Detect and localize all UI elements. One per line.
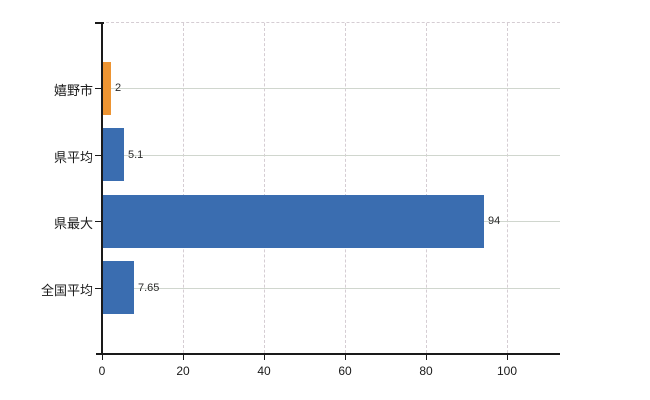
bar-value-label: 7.65 <box>138 281 160 294</box>
x-tick-mark <box>264 355 265 360</box>
category-gridline <box>103 154 560 156</box>
category-tick-mark <box>95 287 101 289</box>
plot-top-border <box>101 22 560 23</box>
category-gridline <box>103 287 560 289</box>
category-label: 県最大 <box>53 216 93 232</box>
x-gridline <box>264 23 265 353</box>
y-axis-line <box>101 22 103 354</box>
bar-value-label: 2 <box>115 82 122 95</box>
x-tick-label: 40 <box>257 364 271 378</box>
x-tick-label: 100 <box>496 364 518 378</box>
category-label: 嬉野市 <box>53 83 93 99</box>
x-tick-label: 0 <box>98 364 106 378</box>
bar-value-label: 94 <box>488 215 501 228</box>
category-axis-end-tick <box>95 22 104 24</box>
bar <box>103 261 134 315</box>
x-gridline <box>426 23 427 353</box>
x-gridline <box>183 23 184 353</box>
category-tick-mark <box>95 88 101 90</box>
x-tick-mark <box>102 355 103 360</box>
x-tick-label: 20 <box>176 364 190 378</box>
x-tick-mark <box>345 355 346 360</box>
bar <box>103 61 111 115</box>
category-label: 全国平均 <box>40 282 93 298</box>
x-tick-label: 60 <box>338 364 352 378</box>
x-axis-line <box>96 353 560 355</box>
x-tick-mark <box>183 355 184 360</box>
x-tick-label: 80 <box>419 364 433 378</box>
bar <box>103 128 124 182</box>
category-tick-mark <box>95 154 101 156</box>
x-tick-mark <box>507 355 508 360</box>
bar-value-label: 5.1 <box>128 148 144 161</box>
x-tick-mark <box>426 355 427 360</box>
bar <box>103 194 484 248</box>
plot-area: 0 20 40 60 80 100 嬉野市 2 県平均 5.1 県最大 94 全国平均 7.65 <box>41 22 560 378</box>
x-gridline <box>345 23 346 353</box>
category-label: 県平均 <box>53 149 93 165</box>
category-tick-mark <box>95 221 101 223</box>
x-gridline <box>507 23 508 353</box>
category-gridline <box>103 88 560 90</box>
